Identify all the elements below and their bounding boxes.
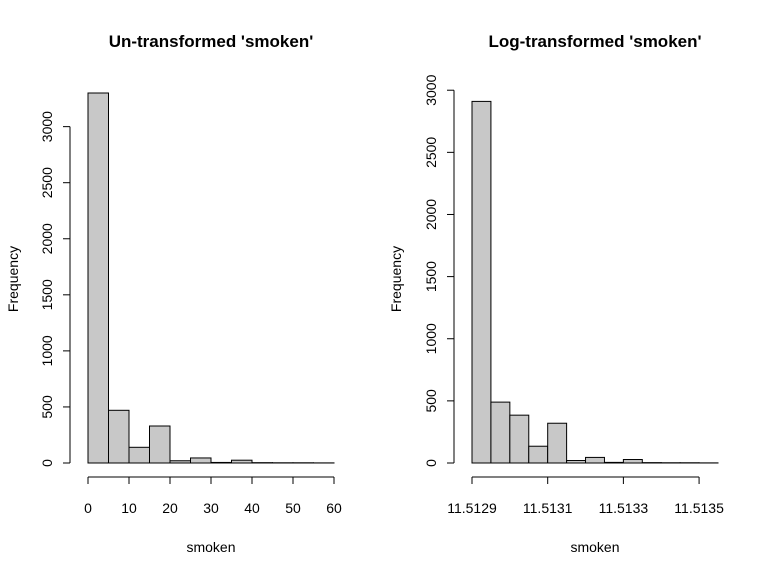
x-axis-label: smoken <box>570 539 619 555</box>
y-tick-label: 0 <box>39 459 55 467</box>
y-tick-label: 1500 <box>423 261 439 292</box>
histogram-bar <box>210 461 232 464</box>
y-tick-label: 1500 <box>39 279 55 310</box>
y-tick-label: 2000 <box>39 223 55 254</box>
histogram-bar <box>108 409 130 464</box>
x-axis-label: smoken <box>186 539 235 555</box>
y-tick-label: 0 <box>423 459 439 467</box>
histogram-bar <box>169 460 191 464</box>
x-tick-label: 40 <box>244 500 260 516</box>
bars <box>87 92 335 464</box>
y-axis-label: Frequency <box>388 246 404 312</box>
x-tick-label: 11.5135 <box>674 500 724 516</box>
histogram-bar <box>190 457 212 464</box>
histogram-bar <box>528 445 549 464</box>
histogram-panel-log-transformed: Log-transformed 'smoken' smoken Frequenc… <box>388 32 724 555</box>
x-tick-label: 10 <box>121 500 137 516</box>
histogram-bar <box>509 414 530 464</box>
histogram-bar <box>622 459 643 464</box>
histogram-bar <box>231 459 253 464</box>
bars <box>471 100 719 464</box>
y-tick-label: 3000 <box>423 74 439 105</box>
x-axis: 11.5129 11.5131 11.5133 11.5135 <box>447 476 724 516</box>
histogram-bar <box>490 401 511 464</box>
y-tick-label: 500 <box>39 395 55 419</box>
x-tick-label: 11.5129 <box>447 500 497 516</box>
y-axis-label: Frequency <box>5 246 21 312</box>
histogram-bar <box>471 100 492 464</box>
x-tick-label: 60 <box>326 500 342 516</box>
y-axis: 0 500 1000 1500 2000 2500 3000 <box>39 111 71 467</box>
histogram-bar <box>87 92 109 464</box>
y-axis: 0 500 1000 1500 2000 2500 3000 <box>423 74 455 467</box>
y-tick-label: 500 <box>423 389 439 413</box>
y-tick-label: 1000 <box>39 335 55 366</box>
x-tick-label: 50 <box>285 500 301 516</box>
y-tick-label: 2500 <box>423 137 439 168</box>
histogram-bar <box>128 446 150 464</box>
x-tick-label: 11.5133 <box>599 500 649 516</box>
histogram-bar <box>149 425 171 464</box>
histogram-bar <box>547 422 568 464</box>
x-axis: 0 10 20 30 40 50 60 <box>84 476 342 516</box>
x-tick-label: 30 <box>203 500 219 516</box>
histogram-bar <box>566 460 587 464</box>
x-tick-label: 20 <box>162 500 178 516</box>
y-tick-label: 2500 <box>39 167 55 198</box>
histogram-bar <box>585 456 605 464</box>
histogram-bar <box>603 461 624 464</box>
y-tick-label: 1000 <box>423 323 439 354</box>
y-tick-label: 2000 <box>423 199 439 230</box>
chart-title: Log-transformed 'smoken' <box>488 32 701 51</box>
y-tick-label: 3000 <box>39 111 55 142</box>
x-tick-label: 0 <box>84 500 92 516</box>
chart-title: Un-transformed 'smoken' <box>109 32 314 51</box>
x-tick-label: 11.5131 <box>523 500 573 516</box>
histogram-panel-untransformed: Un-transformed 'smoken' smoken Frequency… <box>5 32 342 555</box>
